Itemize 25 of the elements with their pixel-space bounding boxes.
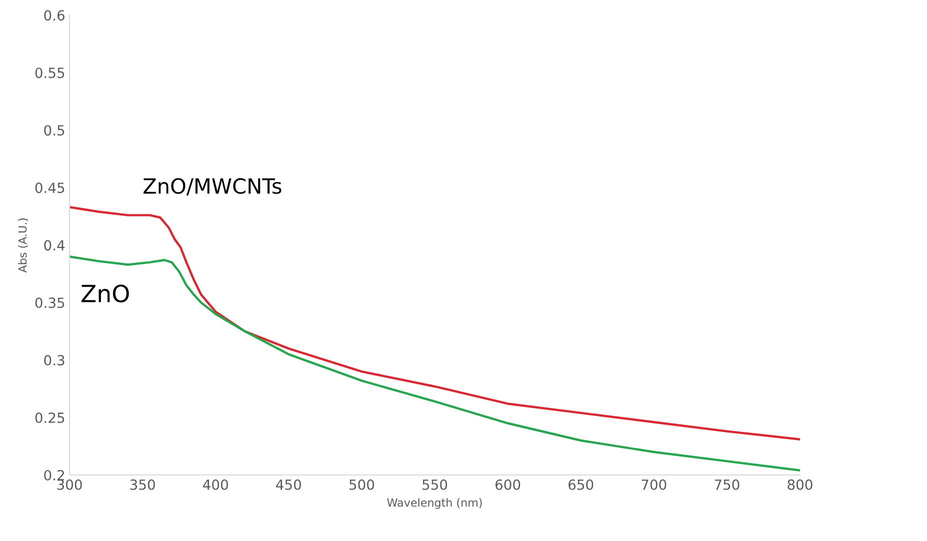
y-tick-label: 0.6 xyxy=(44,10,64,21)
x-tick-label: 650 xyxy=(568,479,594,490)
x-tick-label: 800 xyxy=(788,479,812,490)
y-axis-title: Abs (A.U.) xyxy=(18,218,28,273)
y-tick-label: 0.5 xyxy=(44,125,64,136)
x-tick-label: 450 xyxy=(276,479,301,490)
x-tick-label: 350 xyxy=(130,479,155,490)
x-axis-title: Wavelength (nm) xyxy=(387,498,482,509)
x-tick-label: 750 xyxy=(714,479,740,490)
x-tick-label: 500 xyxy=(350,479,374,490)
x-tick-label: 400 xyxy=(203,479,228,490)
series-label: ZnO/MWCNTs xyxy=(144,178,282,196)
line-series xyxy=(70,255,800,472)
line-series xyxy=(70,206,800,440)
y-tick-label: 0.3 xyxy=(44,355,64,366)
y-tick-label: 0.35 xyxy=(35,298,64,308)
series-label: ZnO xyxy=(82,284,129,302)
x-tick-label: 700 xyxy=(642,479,666,490)
y-tick-label: 0.55 xyxy=(35,68,64,78)
x-tick-label: 600 xyxy=(496,479,520,490)
y-tick-label: 0.25 xyxy=(35,412,64,423)
x-tick-label: 300 xyxy=(57,479,82,490)
x-tick-label: 550 xyxy=(422,479,448,490)
y-tick-label: 0.45 xyxy=(35,182,64,194)
y-tick-label: 0.4 xyxy=(44,240,65,251)
